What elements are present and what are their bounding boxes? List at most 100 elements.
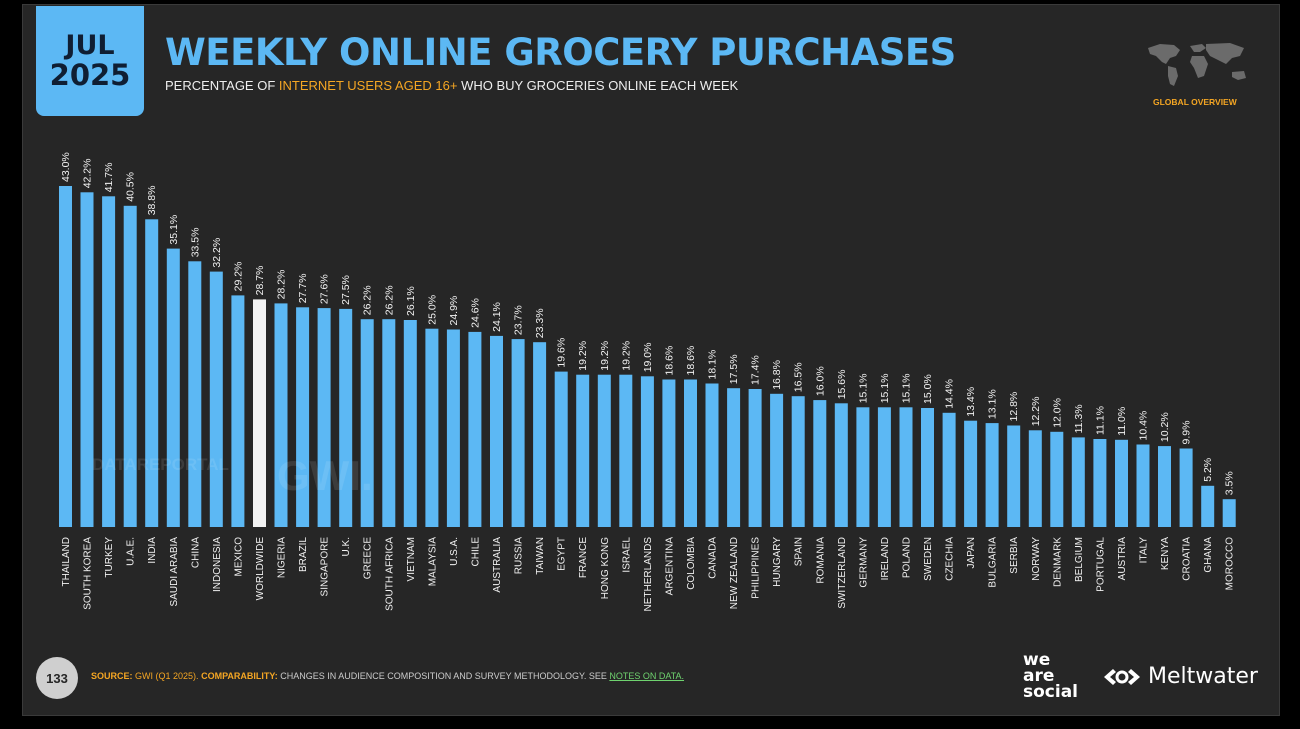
- tick-label-philippines: PHILIPPINES: [751, 537, 762, 599]
- bar-czechia: [942, 412, 956, 527]
- data-label-spain: 16.5%: [793, 362, 805, 392]
- bar-egypt: [554, 371, 568, 527]
- data-label-poland: 15.1%: [901, 374, 913, 404]
- tick-label-switzerland: SWITZERLAND: [837, 537, 848, 609]
- bar-poland: [899, 407, 913, 527]
- data-label-belgium: 11.3%: [1073, 404, 1085, 433]
- bar-philippines: [748, 389, 762, 527]
- tick-label-norway: NORWAY: [1031, 537, 1042, 581]
- subtitle-part2: WHO BUY GROCERIES ONLINE EACH WEEK: [457, 78, 739, 93]
- date-year: 2025: [49, 57, 131, 92]
- tick-label-israel: ISRAEL: [621, 537, 632, 573]
- tick-label-sweden: SWEDEN: [923, 537, 934, 581]
- source-value: GWI (Q1 2025).: [135, 671, 199, 681]
- bar-netherlands: [640, 376, 654, 527]
- bar-greece: [360, 319, 374, 527]
- data-label-italy: 10.4%: [1138, 411, 1150, 441]
- data-label-mexico: 29.2%: [232, 262, 244, 292]
- date-badge: JUL 2025: [36, 6, 144, 116]
- bar-brazil: [296, 307, 310, 527]
- world-map-icon: [1148, 43, 1246, 86]
- tick-label-singapore: SINGAPORE: [320, 537, 331, 597]
- data-label-ghana: 5.2%: [1202, 458, 1214, 482]
- bar-colombia: [684, 379, 697, 527]
- data-label-india: 38.8%: [146, 186, 158, 216]
- data-label-sweden: 15.0%: [922, 374, 934, 404]
- tick-label-netherlands: NETHERLANDS: [643, 537, 654, 612]
- footer-source: SOURCE: GWI (Q1 2025). COMPARABILITY: CH…: [91, 671, 684, 681]
- bar-morocco: [1222, 499, 1236, 527]
- tick-label-denmark: DENMARK: [1052, 537, 1063, 587]
- data-label-switzerland: 15.6%: [836, 370, 848, 400]
- tick-label-france: FRANCE: [578, 537, 589, 578]
- data-label-morocco: 3.5%: [1224, 471, 1236, 495]
- tick-label-india: INDIA: [147, 537, 158, 564]
- chart-subtitle: PERCENTAGE OF INTERNET USERS AGED 16+ WH…: [165, 78, 738, 93]
- data-label-thailand: 43.0%: [60, 152, 72, 182]
- tick-label-u-s-a: U.S.A.: [449, 537, 460, 566]
- tick-label-austria: AUSTRIA: [1117, 537, 1128, 581]
- bar-kenya: [1158, 446, 1171, 527]
- bar-israel: [619, 374, 633, 527]
- tick-label-ghana: GHANA: [1203, 537, 1214, 573]
- data-label-new-zealand: 17.5%: [728, 354, 740, 384]
- tick-label-indonesia: INDONESIA: [212, 537, 223, 592]
- data-label-russia: 23.7%: [513, 305, 525, 335]
- data-label-australia: 24.1%: [491, 302, 503, 332]
- data-label-turkey: 41.7%: [103, 163, 115, 193]
- data-label-malaysia: 25.0%: [426, 295, 438, 325]
- data-label-colombia: 18.6%: [685, 346, 697, 376]
- tick-label-bulgaria: BULGARIA: [988, 537, 999, 588]
- meltwater-logo: Meltwater: [1102, 664, 1258, 689]
- bar-argentina: [662, 379, 676, 527]
- tick-label-chile: CHILE: [470, 537, 481, 567]
- data-label-ireland: 15.1%: [879, 374, 891, 404]
- bar-india: [145, 219, 159, 528]
- chart-title: WEEKLY ONLINE GROCERY PURCHASES: [165, 31, 956, 74]
- bar-serbia: [1007, 425, 1021, 527]
- gwi-watermark: GWI.: [277, 452, 373, 499]
- data-label-egypt: 19.6%: [556, 338, 568, 368]
- tick-label-taiwan: TAIWAN: [535, 537, 546, 575]
- bar-turkey: [102, 196, 116, 528]
- bar-chile: [468, 331, 482, 527]
- tick-label-japan: JAPAN: [966, 537, 977, 569]
- tick-label-morocco: MOROCCO: [1225, 537, 1236, 591]
- tick-label-australia: AUSTRALIA: [492, 537, 503, 593]
- bar-sweden: [921, 408, 934, 527]
- tick-label-saudi-arabia: SAUDI ARABIA: [169, 537, 180, 607]
- data-label-romania: 16.0%: [814, 366, 826, 396]
- data-label-kenya: 10.2%: [1159, 412, 1171, 442]
- tick-label-croatia: CROATIA: [1182, 537, 1193, 581]
- bar-germany: [856, 407, 870, 527]
- tick-label-brazil: BRAZIL: [298, 537, 309, 572]
- data-label-germany: 15.1%: [857, 374, 869, 404]
- bar-france: [576, 374, 590, 527]
- bar-denmark: [1050, 431, 1064, 527]
- bar-hungary: [770, 393, 784, 527]
- date-month: JUL: [65, 29, 115, 61]
- subtitle-highlight: INTERNET USERS AGED 16+: [278, 78, 458, 93]
- data-label-hong-kong: 19.2%: [599, 341, 611, 371]
- tick-label-new-zealand: NEW ZEALAND: [729, 537, 740, 609]
- data-label-serbia: 12.8%: [1008, 392, 1020, 422]
- global-overview-label: GLOBAL OVERVIEW: [1153, 97, 1237, 107]
- tick-label-serbia: SERBIA: [1009, 537, 1020, 574]
- tick-label-spain: SPAIN: [794, 537, 805, 566]
- was-line3: social: [1023, 682, 1079, 702]
- data-label-brazil: 27.7%: [297, 274, 309, 304]
- tick-label-italy: ITALY: [1139, 537, 1150, 564]
- data-label-u-a-e: 40.5%: [125, 172, 137, 202]
- data-label-japan: 13.4%: [965, 387, 977, 417]
- bar-romania: [813, 400, 827, 527]
- data-label-south-korea: 42.2%: [82, 159, 94, 189]
- tick-label-malaysia: MALAYSIA: [427, 537, 438, 587]
- bar-vietnam: [403, 320, 417, 527]
- comparability-label: COMPARABILITY:: [201, 671, 278, 681]
- data-label-portugal: 11.1%: [1094, 406, 1106, 435]
- bar-south-korea: [80, 192, 94, 528]
- data-label-greece: 26.2%: [362, 285, 374, 315]
- bar-japan: [964, 420, 978, 527]
- notes-on-data-link[interactable]: NOTES ON DATA.: [609, 671, 685, 681]
- comparability-text: CHANGES IN AUDIENCE COMPOSITION AND SURV…: [280, 671, 607, 681]
